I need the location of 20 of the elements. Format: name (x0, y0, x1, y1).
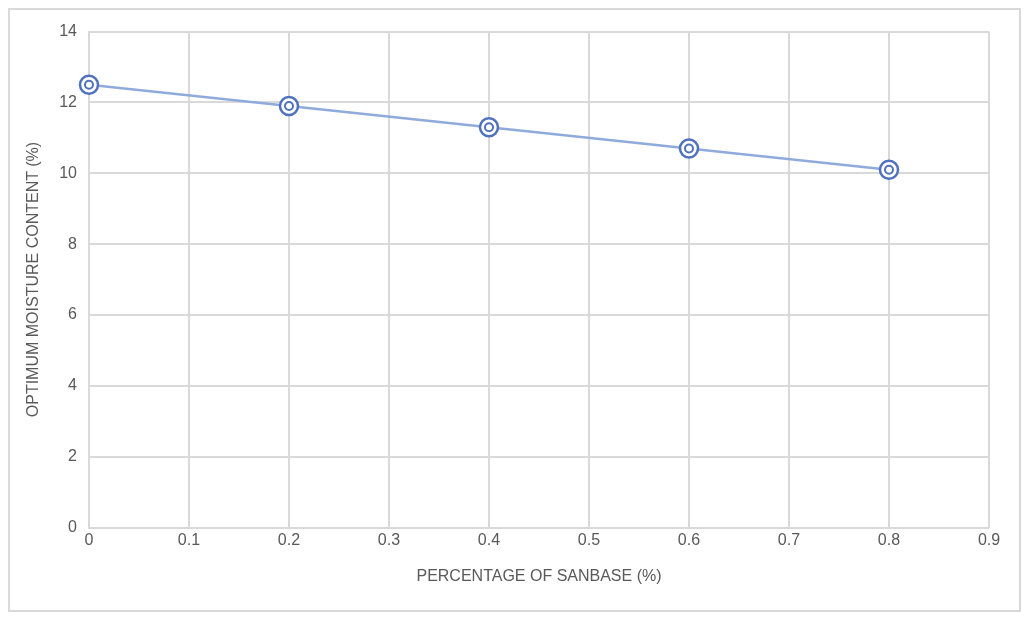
x-tick-label: 0.2 (277, 530, 301, 548)
x-tick-label: 0.3 (377, 530, 401, 548)
x-tick-label: 0.8 (877, 530, 901, 548)
x-axis-title: PERCENTAGE OF SANBASE (%) (416, 566, 662, 584)
y-tick-label: 10 (59, 163, 78, 181)
y-tick-label: 4 (68, 376, 78, 394)
y-tick-label: 8 (68, 234, 78, 252)
y-tick-label: 2 (68, 447, 78, 465)
x-tick-label: 0.4 (477, 530, 501, 548)
y-tick-label: 6 (68, 305, 78, 323)
x-tick-label: 0.1 (177, 530, 201, 548)
x-tick-label: 0.7 (777, 530, 801, 548)
y-axis-title: OPTIMUM MOISTURE CONTENT (%) (24, 141, 42, 418)
x-tick-label: 0 (84, 530, 94, 548)
y-tick-label: 12 (59, 92, 78, 110)
y-tick-label: 14 (59, 22, 78, 40)
x-tick-label: 0.6 (677, 530, 701, 548)
x-tick-label: 0.5 (577, 530, 601, 548)
x-tick-label: 0.9 (977, 530, 1001, 548)
y-tick-label: 0 (68, 518, 78, 536)
